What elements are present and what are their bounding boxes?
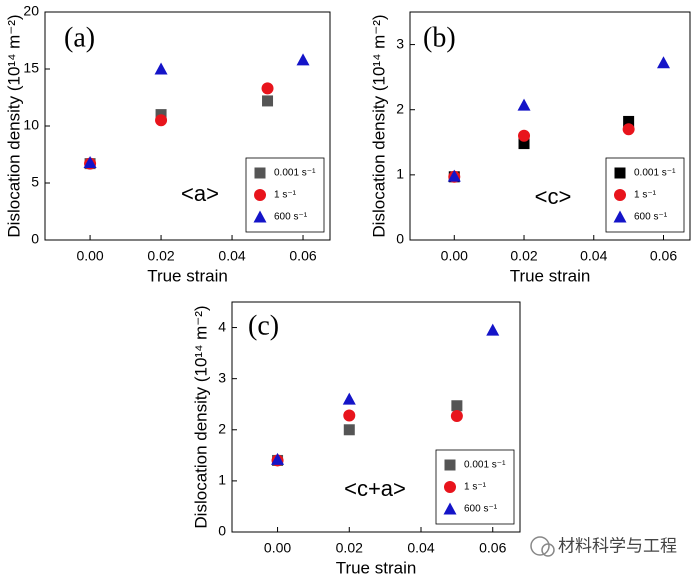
y-tick-label: 4	[218, 318, 226, 334]
y-axis-title: Dislocation density (10¹⁴ m⁻²)	[191, 305, 210, 528]
annotation: <c+a>	[344, 476, 406, 501]
annotation: <c>	[535, 184, 572, 209]
marker	[517, 98, 531, 111]
marker	[342, 392, 356, 405]
x-axis-title: True strain	[336, 558, 417, 575]
x-axis-title: True strain	[147, 266, 228, 285]
watermark-icon	[541, 543, 555, 557]
plot-frame	[409, 11, 691, 241]
y-tick-label: 15	[23, 60, 39, 76]
y-axis-title: Dislocation density (10¹⁴ m⁻²)	[4, 14, 23, 237]
watermark-text: 材料科学与工程	[558, 536, 677, 555]
legend-marker	[614, 189, 626, 201]
legend-label: 1 s⁻¹	[464, 482, 487, 493]
legend-label: 0.001 s⁻¹	[464, 460, 506, 471]
x-tick-label: 0.02	[147, 248, 174, 264]
x-tick-label: 0.00	[76, 248, 103, 264]
x-tick-label: 0.04	[218, 248, 245, 264]
legend-label: 0.001 s⁻¹	[634, 168, 676, 179]
subplot: 0 1 2 3 0.00 0.02 0.04 0.06 True strain Dislocati…	[369, 11, 691, 285]
x-tick-label: 0.06	[650, 248, 677, 264]
subplot: 0 5 10 15 20 0.00 0.02 0.04 0.06 True strain Dislo…	[4, 3, 331, 285]
legend-marker	[443, 502, 457, 515]
marker	[155, 114, 168, 127]
y-axis-title: Dislocation density (10¹⁴ m⁻²)	[369, 14, 388, 237]
marker	[450, 409, 463, 422]
marker	[451, 400, 463, 412]
legend-marker	[613, 210, 627, 223]
y-tick-label: 0	[396, 231, 404, 247]
legend-label: 1 s⁻¹	[274, 190, 297, 201]
marker	[271, 452, 285, 465]
y-tick-label: 2	[218, 420, 226, 436]
y-tick-label: 20	[23, 3, 39, 19]
marker	[447, 169, 461, 182]
marker	[518, 129, 531, 142]
y-tick-label: 5	[31, 174, 39, 190]
plot-frame	[231, 301, 521, 533]
marker	[261, 82, 274, 95]
legend-marker	[614, 167, 626, 179]
x-tick-label: 0.02	[510, 248, 537, 264]
legend-marker	[444, 459, 456, 471]
marker	[83, 155, 97, 168]
y-tick-label: 0	[31, 231, 39, 247]
marker	[486, 323, 500, 336]
marker	[656, 56, 670, 69]
marker	[623, 115, 635, 127]
legend-marker	[254, 189, 266, 201]
x-tick-label: 0.06	[479, 540, 506, 556]
x-tick-label: 0.06	[289, 248, 316, 264]
marker	[518, 138, 530, 150]
watermark-icon	[530, 536, 550, 556]
x-tick-label: 0.04	[407, 540, 434, 556]
marker	[343, 424, 355, 436]
legend: 0.001 s⁻¹ 1 s⁻¹ 600 s⁻¹	[435, 449, 515, 525]
watermark: 材料科学与工程	[530, 536, 677, 557]
y-tick-label: 2	[396, 100, 404, 116]
legend: 0.001 s⁻¹ 1 s⁻¹ 600 s⁻¹	[605, 157, 685, 233]
legend-label: 1 s⁻¹	[634, 190, 657, 201]
legend-marker	[444, 481, 456, 493]
marker	[262, 95, 274, 107]
legend-marker	[253, 210, 267, 223]
annotation: <a>	[181, 181, 219, 206]
panel-label: (c)	[248, 310, 279, 341]
marker	[622, 123, 635, 136]
legend: 0.001 s⁻¹ 1 s⁻¹ 600 s⁻¹	[245, 157, 325, 233]
marker	[343, 409, 356, 422]
x-tick-label: 0.00	[441, 248, 468, 264]
y-tick-label: 0	[218, 523, 226, 539]
x-tick-label: 0.00	[264, 540, 291, 556]
marker	[296, 53, 310, 66]
subplot: 0 1 2 3 4 0.00 0.02 0.04 0.06 True strain Dislocat…	[191, 301, 521, 575]
y-tick-label: 3	[396, 35, 404, 51]
y-tick-label: 1	[218, 472, 226, 488]
legend-label: 600 s⁻¹	[634, 212, 668, 223]
y-tick-label: 10	[23, 117, 39, 133]
panel-label: (a)	[64, 22, 95, 53]
legend-label: 600 s⁻¹	[464, 504, 498, 515]
x-tick-label: 0.02	[336, 540, 363, 556]
legend-label: 600 s⁻¹	[274, 212, 308, 223]
y-tick-label: 3	[218, 369, 226, 385]
panel-label: (b)	[423, 22, 456, 53]
x-axis-title: True strain	[510, 266, 591, 285]
legend-label: 0.001 s⁻¹	[274, 168, 316, 179]
x-tick-label: 0.04	[580, 248, 607, 264]
y-tick-label: 1	[396, 166, 404, 182]
marker	[154, 62, 168, 75]
legend-marker	[254, 167, 266, 179]
